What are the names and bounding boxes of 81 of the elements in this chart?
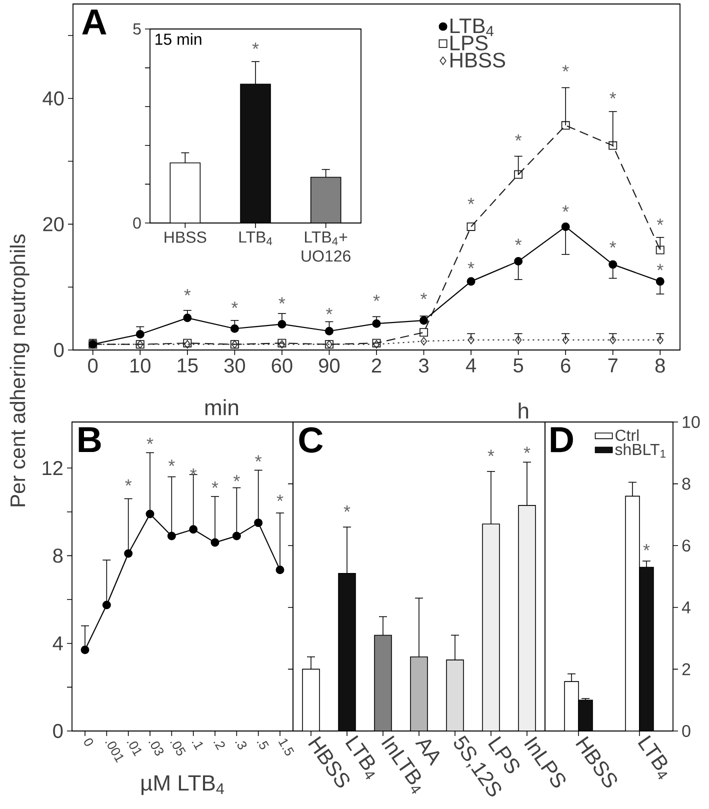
x-tick-label: 60	[272, 358, 292, 373]
annotation: *	[420, 292, 427, 300]
y-tick-label: 10	[682, 416, 700, 428]
y-tick-label: 12	[42, 461, 62, 476]
y-tick-label: 0	[682, 724, 690, 738]
x-tick-label: 6	[561, 358, 570, 373]
x-tick-label: 2	[372, 358, 382, 373]
y-tick-label: 8	[53, 548, 63, 563]
annotation: *	[278, 297, 286, 304]
x-tick-label: .001	[105, 742, 124, 763]
chart-title: A	[82, 10, 106, 34]
legend-label: LPS	[450, 36, 488, 50]
annotation: *	[212, 482, 218, 488]
y-tick-label: 20	[43, 217, 64, 232]
x-tick-label: 4	[466, 358, 476, 372]
annotation: *	[562, 205, 569, 212]
x-tick-label: LTB$_{4}$+ UO126	[302, 232, 350, 262]
annotation: *	[326, 308, 332, 314]
x-tick-label: 8	[655, 358, 665, 373]
annotation: *	[276, 494, 284, 502]
legend-label: Ctrl	[616, 429, 639, 442]
chart-title: C	[299, 427, 323, 453]
annotation: *	[610, 92, 616, 98]
text: h	[518, 402, 528, 419]
annotation: *	[515, 134, 522, 141]
y-tick-label: 2	[682, 663, 690, 676]
y-tick-label: 8	[682, 478, 690, 490]
annotation: *	[515, 238, 522, 246]
y-tick-label: 6	[682, 540, 690, 552]
x-tick-label: LTB$_{4}$	[638, 735, 668, 780]
annotation: *	[524, 446, 530, 454]
legend-label: HBSS	[450, 52, 506, 68]
chart-title: D	[550, 427, 573, 452]
chart-title: B	[78, 427, 101, 452]
legend-label: shBLT$_{1}$	[615, 443, 666, 458]
x-tick-label: .05	[170, 742, 186, 756]
y-tick-label: 4	[52, 636, 63, 650]
annotation: *	[231, 302, 238, 308]
x-tick-label: .5	[256, 740, 269, 750]
x-tick-label: 30	[224, 358, 246, 373]
annotation: *	[488, 450, 494, 456]
x-tick-label: .2	[213, 741, 225, 750]
x-tick-label: .1	[192, 742, 203, 750]
x-tick-label: LTB$_{4}$	[239, 232, 272, 246]
annotation: *	[252, 42, 259, 49]
x-tick-label: 0	[84, 738, 93, 746]
annotation: *	[125, 479, 132, 486]
x-tick-label: 90	[319, 358, 340, 373]
x-tick-label: .3	[235, 741, 247, 750]
x-tick-label: 0	[88, 358, 98, 373]
x-tick-label: 7	[608, 358, 618, 372]
annotation: *	[373, 294, 380, 302]
annotation: *	[468, 262, 474, 268]
annotation: *	[610, 241, 616, 248]
annotation: *	[562, 65, 569, 72]
annotation: *	[146, 438, 154, 444]
x-tick-label: 3	[418, 358, 428, 373]
x-tick-label: 15	[178, 358, 198, 372]
y-tick-label: 4	[682, 602, 690, 614]
annotation: *	[656, 218, 664, 225]
y-axis-title: Per cent adhering neutrophils	[10, 234, 30, 506]
x-axis-title: µM LTB$_{4}$	[142, 775, 224, 796]
y-tick-label: 0	[53, 724, 63, 738]
x-tick-label: HBSS	[164, 232, 206, 243]
legend-label: LTB$_{4}$	[450, 18, 494, 36]
annotation: *	[233, 474, 240, 482]
annotation: *	[643, 544, 650, 550]
annotation: *	[656, 264, 664, 270]
annotation: *	[184, 289, 191, 296]
y-tick-label: 0	[54, 342, 64, 358]
x-tick-label: 1.5	[278, 738, 294, 756]
chart-title: 15 min	[156, 33, 202, 45]
annotation: *	[468, 198, 474, 204]
annotation: *	[344, 505, 350, 512]
x-tick-label: .01	[126, 742, 142, 756]
x-tick-label: .03	[148, 742, 164, 756]
annotation: *	[168, 460, 175, 466]
annotation: *	[255, 455, 262, 462]
x-tick-label: 5	[514, 358, 524, 372]
y-tick-label: 40	[42, 91, 64, 106]
text: min	[205, 399, 238, 416]
